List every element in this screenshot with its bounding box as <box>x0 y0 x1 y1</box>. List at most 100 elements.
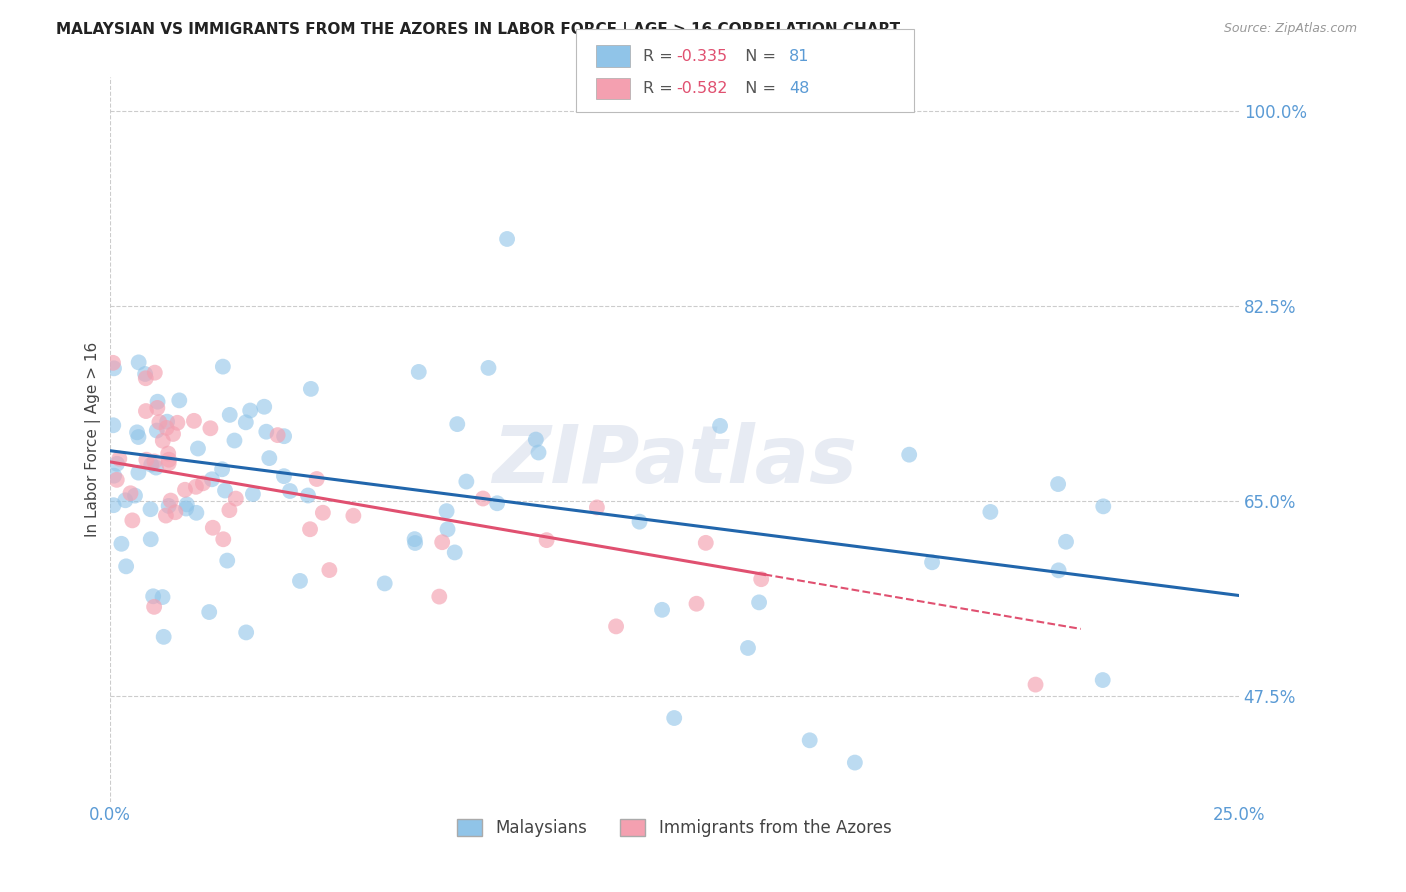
Point <box>235 625 257 640</box>
Point <box>176 497 198 511</box>
Point <box>108 451 131 466</box>
Point <box>737 640 759 655</box>
Point <box>155 508 177 523</box>
Point <box>105 473 128 487</box>
Point <box>436 522 458 536</box>
Point <box>217 553 239 567</box>
Point <box>128 355 150 369</box>
Point <box>135 371 157 385</box>
Text: N =: N = <box>735 81 782 95</box>
Point <box>152 630 174 644</box>
Point <box>186 506 208 520</box>
Point <box>1047 477 1070 491</box>
Point <box>1025 677 1047 691</box>
Point <box>105 457 128 471</box>
Point <box>184 480 207 494</box>
Point <box>266 428 288 442</box>
Point <box>146 394 169 409</box>
Point <box>496 232 519 246</box>
Point <box>1054 534 1077 549</box>
Point <box>157 452 180 467</box>
Point <box>135 452 157 467</box>
Point <box>135 404 157 418</box>
Point <box>799 733 821 747</box>
Point <box>166 416 188 430</box>
Point <box>141 458 163 472</box>
Point <box>103 498 125 512</box>
Point <box>297 488 319 502</box>
Point <box>404 532 426 546</box>
Point <box>427 590 450 604</box>
Point <box>124 489 146 503</box>
Point <box>239 403 262 417</box>
Point <box>259 451 281 466</box>
Point <box>218 503 240 517</box>
Point <box>273 469 295 483</box>
Point <box>443 545 465 559</box>
Point <box>446 417 468 431</box>
Point <box>218 408 240 422</box>
Legend: Malaysians, Immigrants from the Azores: Malaysians, Immigrants from the Azores <box>450 813 898 844</box>
Point <box>253 400 276 414</box>
Point <box>200 421 222 435</box>
Point <box>586 500 609 515</box>
Point <box>979 505 1001 519</box>
Point <box>664 711 686 725</box>
Point <box>143 366 166 380</box>
Point <box>174 501 197 516</box>
Point <box>342 508 364 523</box>
Point <box>174 483 197 497</box>
Point <box>159 493 181 508</box>
Point <box>103 468 125 483</box>
Point <box>169 393 191 408</box>
Point <box>139 533 162 547</box>
Point <box>110 537 132 551</box>
Point <box>278 483 301 498</box>
Point <box>121 513 143 527</box>
Point <box>101 356 124 370</box>
Text: MALAYSIAN VS IMMIGRANTS FROM THE AZORES IN LABOR FORCE | AGE > 16 CORRELATION CH: MALAYSIAN VS IMMIGRANTS FROM THE AZORES … <box>56 22 900 38</box>
Point <box>187 442 209 456</box>
Point <box>898 448 921 462</box>
Point <box>201 472 224 486</box>
Text: -0.582: -0.582 <box>676 81 728 95</box>
Point <box>254 425 277 439</box>
Point <box>146 401 169 415</box>
Point <box>235 415 257 429</box>
Point <box>114 493 136 508</box>
Point <box>162 427 184 442</box>
Point <box>198 605 221 619</box>
Point <box>143 599 166 614</box>
Point <box>157 456 180 470</box>
Point <box>120 486 142 500</box>
Point <box>477 360 499 375</box>
Point <box>201 521 224 535</box>
Y-axis label: In Labor Force | Age > 16: In Labor Force | Age > 16 <box>86 342 101 537</box>
Text: R =: R = <box>643 81 678 95</box>
Point <box>305 472 328 486</box>
Text: -0.335: -0.335 <box>676 49 727 63</box>
Point <box>157 499 180 513</box>
Point <box>225 491 247 506</box>
Point <box>651 603 673 617</box>
Text: N =: N = <box>735 49 782 63</box>
Point <box>748 595 770 609</box>
Point <box>127 466 149 480</box>
Text: Source: ZipAtlas.com: Source: ZipAtlas.com <box>1223 22 1357 36</box>
Point <box>134 367 156 381</box>
Point <box>165 505 187 519</box>
Point <box>115 559 138 574</box>
Point <box>844 756 866 770</box>
Text: 48: 48 <box>789 81 808 95</box>
Point <box>152 590 174 604</box>
Point <box>312 506 335 520</box>
Point <box>527 445 550 459</box>
Point <box>212 359 235 374</box>
Point <box>1092 500 1115 514</box>
Point <box>145 460 167 475</box>
Text: 81: 81 <box>789 49 810 63</box>
Point <box>430 535 453 549</box>
Point <box>152 434 174 448</box>
Point <box>536 533 558 548</box>
Point <box>143 454 166 468</box>
